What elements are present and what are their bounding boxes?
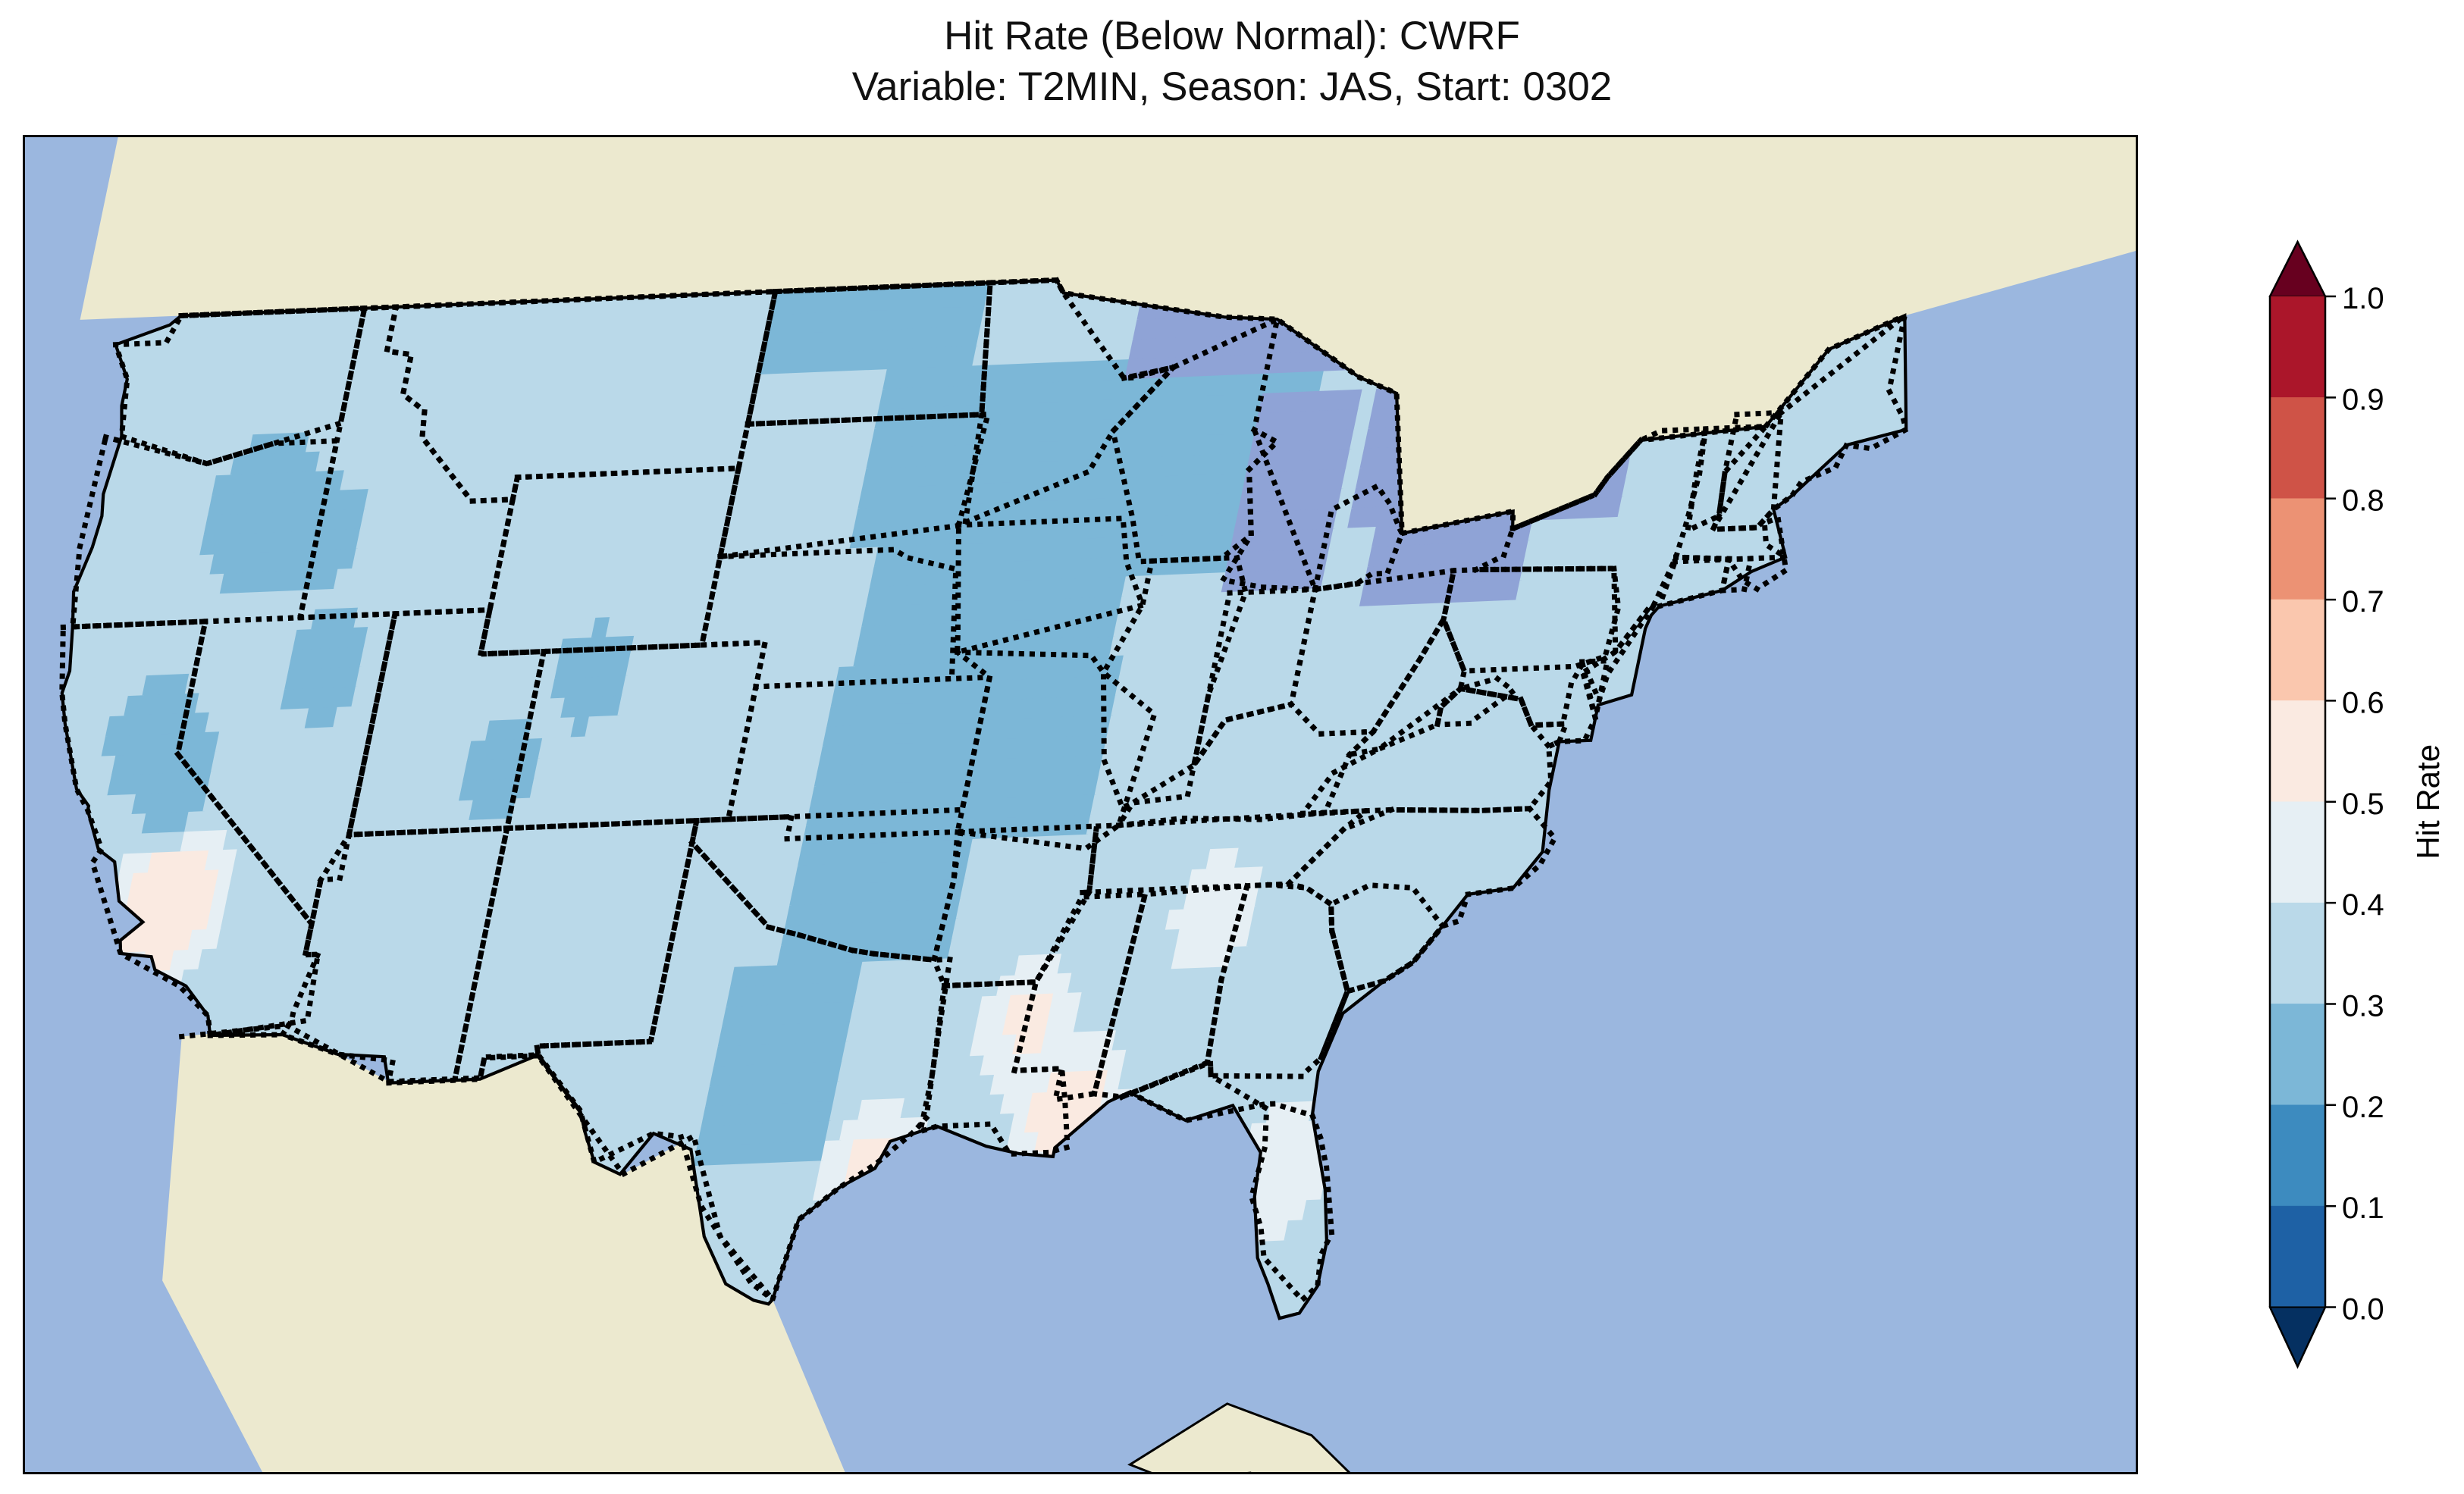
svg-text:0.1: 0.1 — [2342, 1192, 2384, 1225]
svg-text:0.0: 0.0 — [2342, 1293, 2384, 1326]
svg-text:0.8: 0.8 — [2342, 484, 2384, 518]
svg-text:0.3: 0.3 — [2342, 990, 2384, 1023]
svg-text:0.2: 0.2 — [2342, 1091, 2384, 1124]
svg-text:1.0: 1.0 — [2342, 282, 2384, 315]
svg-text:0.5: 0.5 — [2342, 788, 2384, 821]
svg-text:Hit Rate: Hit Rate — [2410, 744, 2446, 860]
svg-text:0.7: 0.7 — [2342, 585, 2384, 619]
svg-text:0.6: 0.6 — [2342, 686, 2384, 719]
svg-text:0.9: 0.9 — [2342, 383, 2384, 416]
svg-text:0.4: 0.4 — [2342, 888, 2384, 922]
